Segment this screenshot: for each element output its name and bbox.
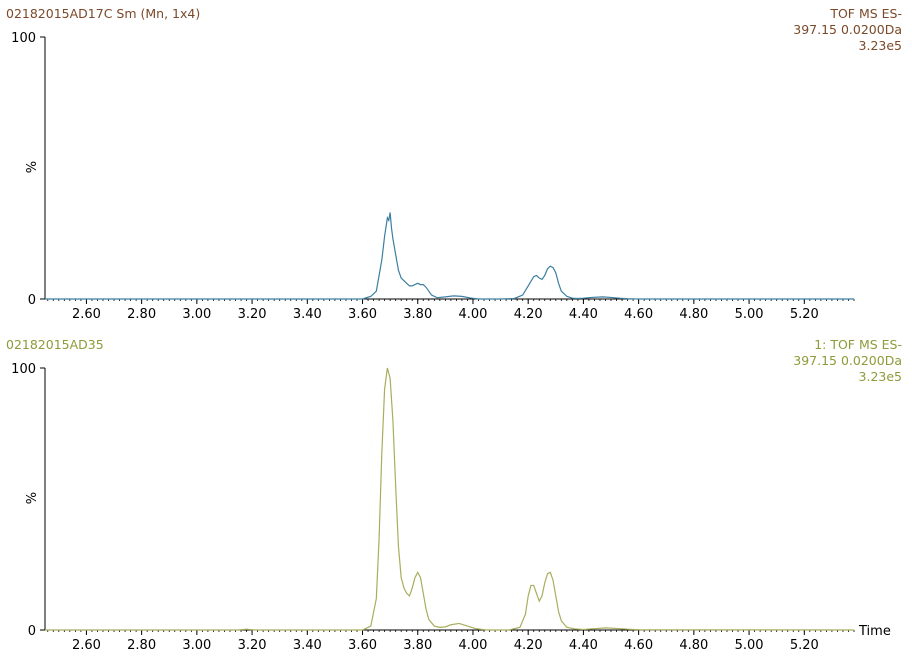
- panel-2-info-line-3: 3.23e5: [859, 369, 902, 384]
- x-tick-label: 3.80: [403, 307, 432, 322]
- x-tick-label: 4.00: [458, 307, 487, 322]
- x-tick-label: 4.80: [679, 307, 708, 322]
- x-tick-label: 3.20: [238, 307, 267, 322]
- panel-2-series-line: [45, 367, 855, 631]
- panel-2-y-axis-label: %: [25, 492, 40, 504]
- panel-1-y-tick-100: 100: [11, 31, 36, 46]
- x-tick-label: 2.80: [127, 307, 156, 322]
- panel-2-minor-ticks: [47, 630, 855, 632]
- x-tick-label: 3.80: [403, 638, 432, 653]
- x-tick-label: 3.60: [348, 307, 377, 322]
- panel-2-info-line-2: 397.15 0.0200Da: [793, 353, 902, 368]
- x-tick-label: 4.20: [514, 638, 543, 653]
- panel-1-info-line-1: TOF MS ES-: [829, 6, 902, 21]
- chart-panel-2: 02182015AD35 1: TOF MS ES- 397.15 0.0200…: [6, 337, 902, 653]
- x-tick-label: 4.80: [679, 638, 708, 653]
- panel-2-title: 02182015AD35: [6, 337, 104, 352]
- panel-1-series-line: [45, 212, 854, 300]
- x-tick-label: 5.00: [735, 307, 764, 322]
- x-tick-label: 5.00: [735, 638, 764, 653]
- x-tick-label: 4.40: [569, 307, 598, 322]
- panel-2-info-line-1: 1: TOF MS ES-: [814, 337, 902, 352]
- panel-1-info-line-3: 3.23e5: [859, 38, 902, 53]
- x-tick-label: 5.20: [790, 638, 819, 653]
- x-tick-label: 3.40: [293, 307, 322, 322]
- panel-1-info-line-2: 397.15 0.0200Da: [793, 22, 902, 37]
- x-tick-label: 3.60: [348, 638, 377, 653]
- x-tick-label: 4.40: [569, 638, 598, 653]
- x-tick-label: 2.60: [72, 638, 101, 653]
- x-tick-label: 2.80: [127, 638, 156, 653]
- chart-panel-1: 02182015AD17C Sm (Mn, 1x4) TOF MS ES- 39…: [6, 6, 902, 322]
- x-tick-label: 3.40: [293, 638, 322, 653]
- x-tick-label: 5.20: [790, 307, 819, 322]
- panel-1-y-tick-0: 0: [28, 293, 36, 308]
- panel-1-x-ticks: 2.60 2.80 3.00 3.20 3.40 3.60 3.80 4.00 4.20 4.40…: [72, 299, 819, 322]
- x-tick-label: 4.20: [514, 307, 543, 322]
- x-tick-label: 3.20: [238, 638, 267, 653]
- x-tick-label: 3.00: [182, 307, 211, 322]
- panel-1-y-axis-label: %: [25, 161, 40, 173]
- panel-2-x-axis-label: Time: [858, 624, 891, 639]
- x-tick-label: 4.60: [624, 307, 653, 322]
- x-tick-label: 4.00: [458, 638, 487, 653]
- x-tick-label: 4.60: [624, 638, 653, 653]
- panel-1-title: 02182015AD17C Sm (Mn, 1x4): [6, 6, 200, 21]
- x-tick-label: 3.00: [182, 638, 211, 653]
- panel-2-y-tick-0: 0: [28, 624, 36, 639]
- panel-2-y-tick-100: 100: [11, 362, 36, 377]
- x-tick-label: 2.60: [72, 307, 101, 322]
- panel-2-x-ticks: 2.60 2.80 3.00 3.20 3.40 3.60 3.80 4.00 4.20 4.40…: [72, 630, 819, 653]
